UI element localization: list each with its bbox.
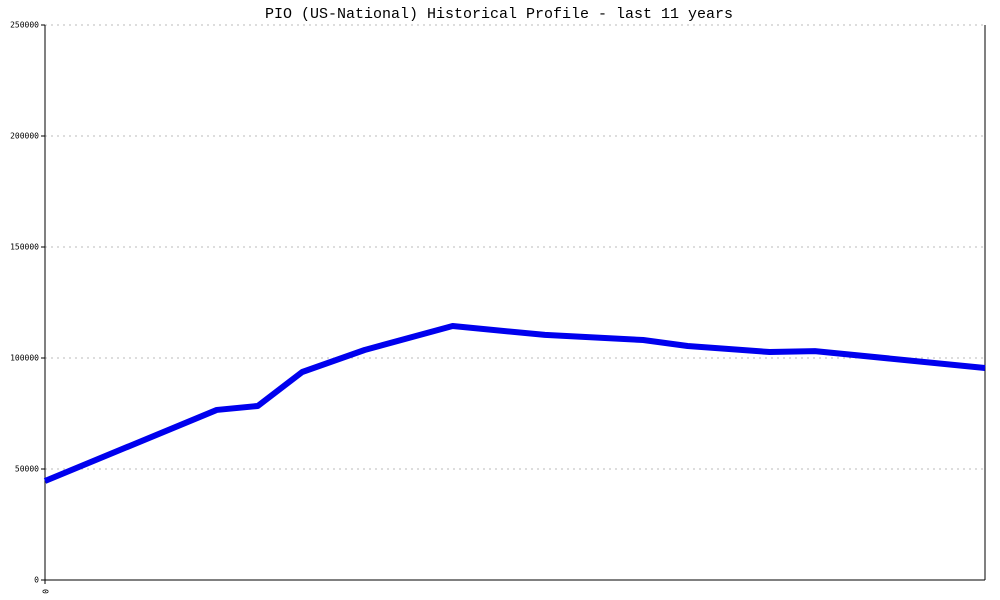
y-tick-label: 100000 xyxy=(10,354,39,363)
y-tick-label: 50000 xyxy=(15,465,39,474)
x-tick-label: 0 xyxy=(41,589,50,594)
y-tick-label: 150000 xyxy=(10,243,39,252)
data-line xyxy=(43,323,986,484)
y-tick-label: 200000 xyxy=(10,132,39,141)
y-tick-label: 0 xyxy=(34,576,39,585)
y-tick-label: 250000 xyxy=(10,21,39,30)
chart-title: PIO (US-National) Historical Profile - l… xyxy=(265,6,733,23)
